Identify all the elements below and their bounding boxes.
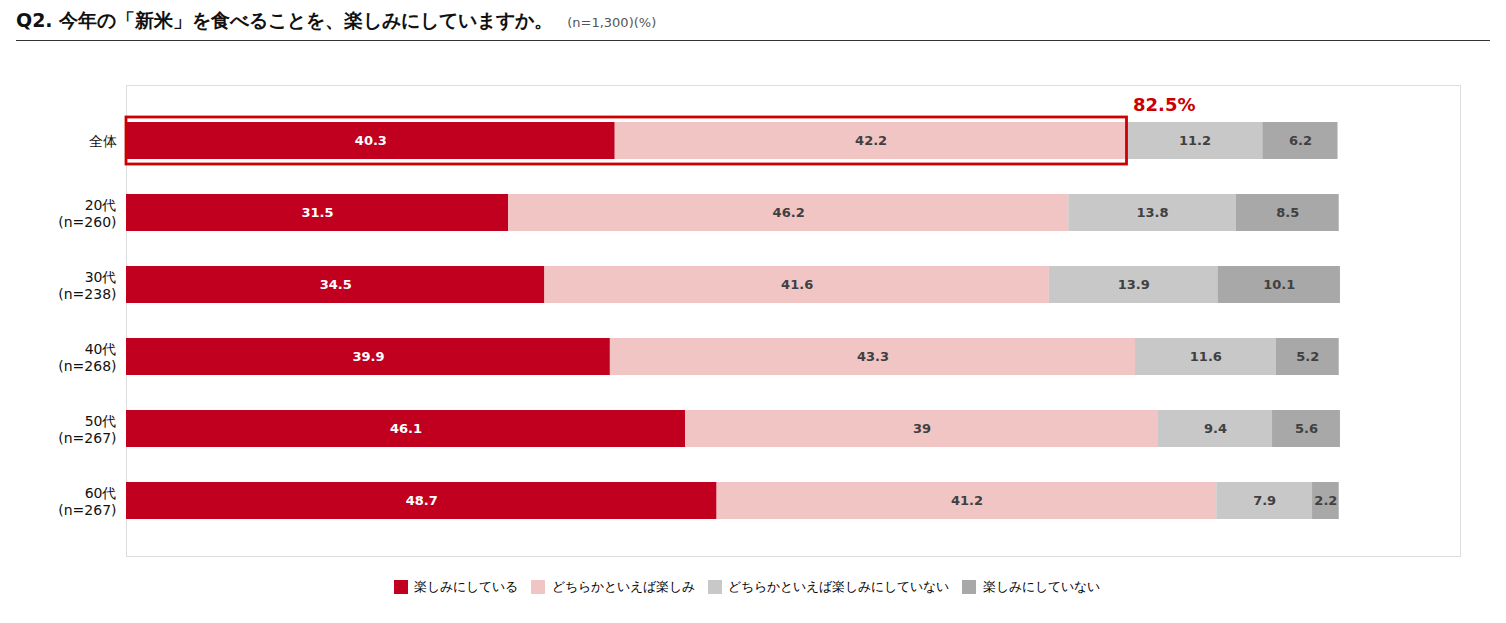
svg-text:41.6: 41.6	[781, 277, 813, 292]
html-text:どちらかといえば楽しみにしていない: どちらかといえば楽しみにしていない	[728, 578, 949, 594]
svg-text:13.9: 13.9	[1118, 277, 1150, 292]
svg-text:30代(n=238): 30代(n=238)	[58, 269, 116, 302]
svg-text:9.4: 9.4	[1204, 421, 1227, 436]
svg-text:40.3: 40.3	[355, 133, 387, 148]
svg-text:60代(n=267): 60代(n=267)	[58, 485, 116, 518]
svg-text:20代(n=260): 20代(n=260)	[58, 197, 116, 230]
svg-text:39: 39	[913, 421, 931, 436]
svg-text:39.9: 39.9	[352, 349, 384, 364]
svg-text:42.2: 42.2	[855, 133, 887, 148]
svg-text:50代(n=267): 50代(n=267)	[58, 413, 116, 446]
svg-text:11.6: 11.6	[1190, 349, 1222, 364]
svg-text:6.2: 6.2	[1289, 133, 1312, 148]
svg-text:10.1: 10.1	[1263, 277, 1295, 292]
svg-text:46.2: 46.2	[773, 205, 805, 220]
html-text:Q2. 今年の「新米」を食べることを、楽しみにしていますか。: Q2. 今年の「新米」を食べることを、楽しみにしていますか。	[16, 9, 554, 31]
svg-text:40代(n=268): 40代(n=268)	[58, 341, 116, 374]
svg-text:48.7: 48.7	[406, 493, 438, 508]
svg-text:41.2: 41.2	[951, 493, 983, 508]
svg-text:13.8: 13.8	[1136, 205, 1168, 220]
svg-text:7.9: 7.9	[1253, 493, 1276, 508]
svg-text:43.3: 43.3	[857, 349, 889, 364]
svg-text:5.6: 5.6	[1295, 421, 1318, 436]
svg-text:5.2: 5.2	[1296, 349, 1319, 364]
svg-text:全体: 全体	[89, 133, 117, 149]
svg-text:8.5: 8.5	[1276, 205, 1299, 220]
html-text:(n=1,300)(%): (n=1,300)(%)	[567, 15, 657, 30]
svg-text:34.5: 34.5	[320, 277, 352, 292]
svg-text:11.2: 11.2	[1179, 133, 1211, 148]
svg-text:46.1: 46.1	[390, 421, 422, 436]
html-text:どちらかといえば楽しみ: どちらかといえば楽しみ	[551, 578, 695, 594]
svg-text:82.5%: 82.5%	[1133, 94, 1195, 115]
svg-text:2.2: 2.2	[1314, 493, 1337, 508]
html-text:楽しみにしていない: 楽しみにしていない	[982, 578, 1100, 594]
svg-text:31.5: 31.5	[301, 205, 333, 220]
html-text:楽しみにしている: 楽しみにしている	[414, 578, 518, 594]
